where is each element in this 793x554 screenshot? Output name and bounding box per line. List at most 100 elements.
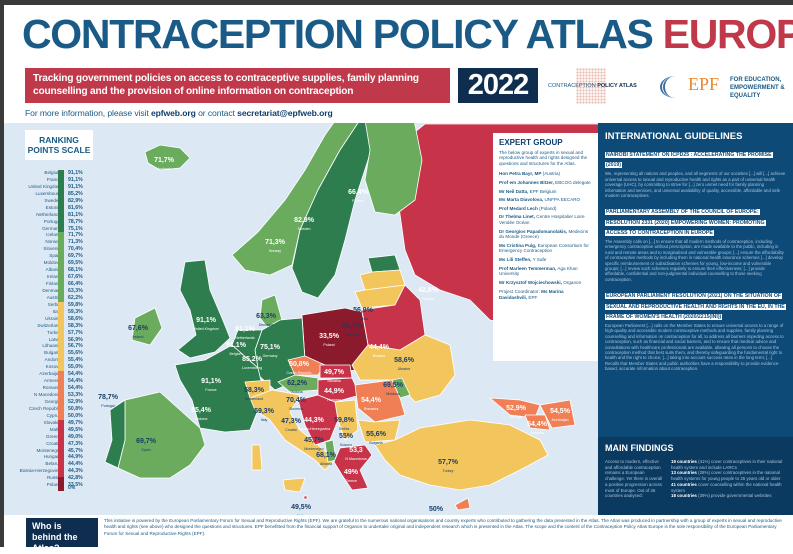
ranking-value: 55,6% (68, 350, 83, 357)
expert-member: Ms Lili Steffen, Y Safe (499, 257, 592, 263)
ranking-country: Azerbaijan (39, 371, 61, 377)
guideline-text: We, representing all nations and peoples… (605, 171, 786, 199)
ranking-value: 42,8% (68, 475, 83, 482)
expert-name: Prof Marleen Temmerman, (499, 265, 557, 271)
country-malta (303, 495, 308, 500)
ranking-row: Kosovo 55,0% (25, 364, 105, 372)
ranking-row: Lithuania 56,7% (25, 343, 105, 351)
ranking-row: Romania 54,4% (25, 385, 105, 392)
ranking-row: Italy 59,3% (25, 308, 105, 316)
ranking-color-bar (58, 433, 64, 441)
website-link[interactable]: epfweb.org (150, 108, 196, 118)
ranking-row: Albania 68,1% (25, 267, 105, 275)
ranking-row: Ukraine 58,6% (25, 315, 105, 323)
country-uk (177, 259, 231, 359)
guideline-item: PARLIAMENTARY ASSEMBLY OF THE COUNCIL OF… (605, 205, 786, 282)
ranking-value: 75,1% (68, 225, 83, 232)
guideline-item: NAIROBI STATEMENT ON ICPD25 : ACCELERATI… (605, 148, 786, 198)
expert-member: Ms Cristina Puig, European Consortium fo… (499, 243, 592, 254)
ranking-value: 49,0% (68, 433, 83, 440)
expert-affiliation: EPF Belgium (529, 188, 557, 194)
ranking-country: Romania (42, 385, 61, 391)
ranking-row: Latvia 56,9% (25, 336, 105, 344)
ranking-row: Malta 49,5% (25, 426, 105, 434)
ranking-country: Armenia (43, 378, 61, 384)
ranking-color-bar (58, 322, 64, 330)
ranking-value: 67,6% (68, 274, 83, 281)
title-accent: EUROPE (662, 11, 793, 57)
ranking-value: 91,1% (68, 170, 83, 176)
ranking-value: 70,4% (68, 246, 83, 253)
ranking-row: Turkey 57,7% (25, 329, 105, 337)
ranking-color-bar (58, 405, 64, 413)
epf-tagline: FOR EDUCATION, EMPOWERMENT & EQUALITY (730, 77, 785, 99)
expert-member: Prof em Johannes Bitzer, EBCOG delegate (499, 180, 592, 186)
ranking-color-bar (58, 461, 64, 469)
ranking-value: 54,4% (68, 378, 83, 385)
ranking-value: 55,0% (68, 364, 83, 371)
ranking-country: Iceland (46, 232, 61, 238)
ranking-country: Latvia (48, 336, 61, 342)
ranking-country: Italy (52, 308, 61, 314)
ranking-row: Austria 62,2% (25, 294, 105, 302)
ranking-color-bar (58, 225, 64, 233)
country-ukraine (351, 334, 456, 403)
ranking-color-bar (58, 392, 64, 399)
expert-affiliation: (Poland) (539, 205, 557, 211)
ranking-row: Norway 71,3% (25, 239, 105, 247)
ranking-country: Ukraine (45, 315, 61, 321)
ranking-color-bar (58, 412, 64, 420)
guideline-heading: PARLIAMENTARY ASSEMBLY OF THE COUNCIL OF… (605, 209, 766, 236)
finding-count: 41 countries (671, 481, 697, 487)
ranking-country: Malta (49, 426, 61, 432)
ranking-row: Croatia 47,3% (25, 440, 105, 448)
ranking-country: Greece (45, 433, 61, 439)
ranking-row: Hungary 44,9% (25, 454, 105, 462)
ranking-value: 54,4% (68, 371, 83, 378)
ranking-color-bar (58, 204, 64, 212)
ranking-row: Estonia 81,6% (25, 204, 105, 212)
expert-name: Ms Marta Diavolova, (499, 197, 544, 203)
ranking-country: Montenegro (36, 447, 61, 453)
ranking-value: 44,4% (68, 461, 83, 468)
ranking-color-bar (58, 232, 64, 240)
ranking-value: 50,8% (68, 405, 83, 412)
ranking-row: Denmark 63,3% (25, 287, 105, 295)
ranking-zero-row: 0% (25, 477, 105, 495)
coordinator-label: Project Coordinator: (499, 289, 540, 295)
ranking-value: 49,7% (68, 419, 83, 426)
ranking-color-bar (58, 211, 64, 219)
expert-affiliation: Medecins du Monde (Greece) (499, 228, 589, 240)
ranking-value: 45,7% (68, 447, 83, 454)
expert-name: Dr Thelma Linet, (499, 214, 535, 220)
ranking-value: 58,6% (68, 315, 83, 322)
ranking-color-bar (58, 197, 64, 205)
expert-name: Prof Medard Lech (499, 205, 538, 211)
window-frame (0, 0, 793, 5)
ranking-value: 55,4% (68, 357, 83, 364)
ranking-row: Bulgaria 55,6% (25, 350, 105, 358)
ranking-value: 81,1% (68, 211, 83, 218)
ranking-value: 50,0% (68, 412, 83, 419)
ranking-country: Albania (45, 267, 61, 273)
expert-group-title: EXPERT GROUP (499, 138, 563, 147)
ranking-row: Georgia 52,9% (25, 398, 105, 406)
ranking-row: Ireland 67,6% (25, 274, 105, 281)
ranking-row: Czech Republic 50,8% (25, 405, 105, 413)
country-ireland (131, 307, 163, 346)
email-link[interactable]: secretariat@epfweb.org (237, 108, 333, 118)
ranking-color-bar (58, 336, 64, 344)
expert-member: Ms Marta Diavolova, UNFPA EECARO (499, 197, 592, 203)
ranking-color-bar (58, 267, 64, 275)
ranking-row: Greece 49,0% (25, 433, 105, 441)
country-greece (333, 444, 373, 491)
finding-text: cover counselling within the national he… (671, 481, 782, 493)
ranking-color-bar (58, 398, 64, 406)
ranking-country: Moldova (43, 260, 61, 266)
country-slovakia (319, 364, 353, 379)
ranking-color-bar (58, 329, 64, 337)
ranking-country: Cyprus (46, 412, 61, 418)
ranking-row: Portugal 78,7% (25, 218, 105, 226)
country-armenia (524, 414, 551, 431)
ranking-value: 68,1% (68, 267, 83, 274)
